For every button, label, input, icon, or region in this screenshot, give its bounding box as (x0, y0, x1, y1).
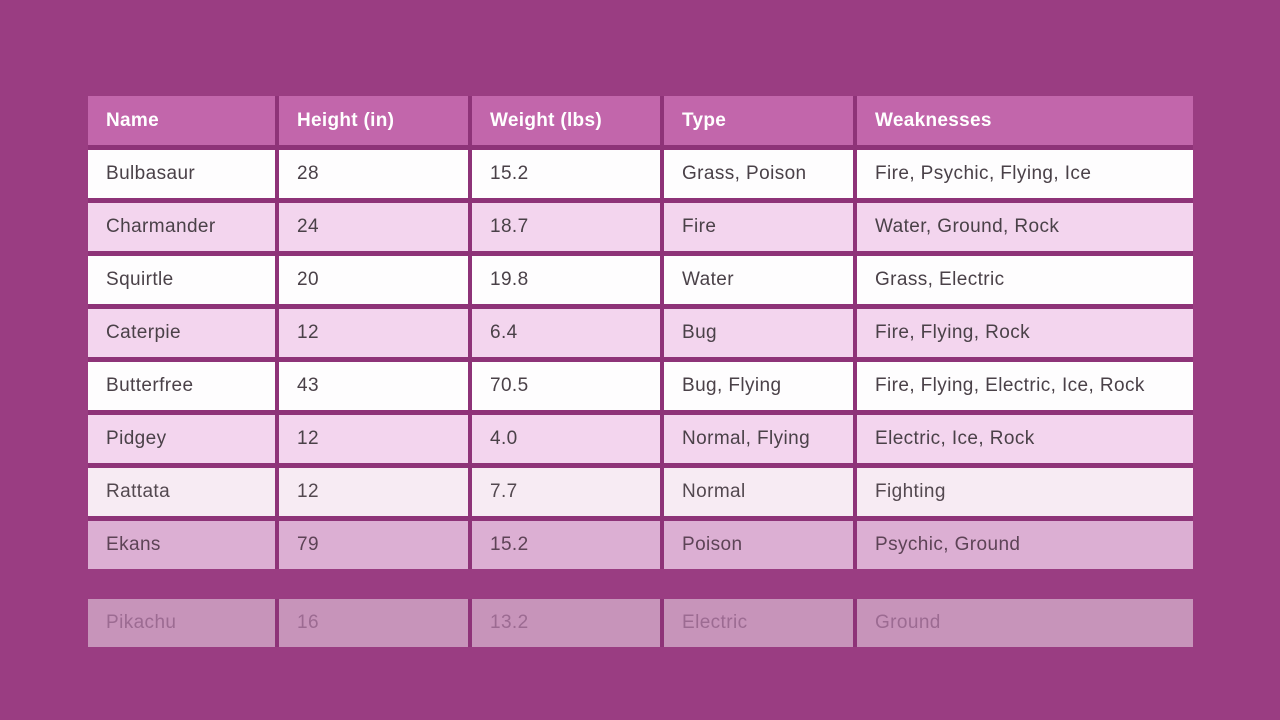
column-header-name: Name (88, 96, 275, 145)
table-row-bulbasaur: Bulbasaur 28 15.2 Grass, Poison Fire, Ps… (88, 150, 1193, 198)
cell-weaknesses: Electric, Ice, Rock (857, 415, 1193, 463)
cell-type: Normal (664, 468, 853, 516)
cell-weaknesses: Grass, Electric (857, 256, 1193, 304)
cell-name: Ekans (88, 521, 275, 569)
cell-weight: 19.8 (472, 256, 660, 304)
cell-weaknesses: Fire, Psychic, Flying, Ice (857, 150, 1193, 198)
table-row-butterfree: Butterfree 43 70.5 Bug, Flying Fire, Fly… (88, 362, 1193, 410)
cell-weight: 70.5 (472, 362, 660, 410)
cell-weaknesses: Psychic, Ground (857, 521, 1193, 569)
cell-type: Fire (664, 203, 853, 251)
cell-name: Butterfree (88, 362, 275, 410)
cell-weight: 15.2 (472, 150, 660, 198)
cell-weaknesses: Fighting (857, 468, 1193, 516)
column-header-type: Type (664, 96, 853, 145)
cell-name: Rattata (88, 468, 275, 516)
cell-height: 79 (279, 521, 468, 569)
cell-height: 28 (279, 150, 468, 198)
cell-name: Bulbasaur (88, 150, 275, 198)
cell-height: 43 (279, 362, 468, 410)
cell-name: Pikachu (88, 599, 275, 647)
cell-weight: 4.0 (472, 415, 660, 463)
pokemon-table: Name Height (in) Weight (lbs) Type Weakn… (88, 96, 1193, 569)
cell-type: Bug (664, 309, 853, 357)
cell-height: 12 (279, 415, 468, 463)
table-header-row: Name Height (in) Weight (lbs) Type Weakn… (88, 96, 1193, 145)
cell-type: Bug, Flying (664, 362, 853, 410)
cell-height: 16 (279, 599, 468, 647)
table-row-pidgey: Pidgey 12 4.0 Normal, Flying Electric, I… (88, 415, 1193, 463)
cell-weaknesses: Fire, Flying, Electric, Ice, Rock (857, 362, 1193, 410)
column-header-height: Height (in) (279, 96, 468, 145)
cell-height: 12 (279, 468, 468, 516)
cell-type: Electric (664, 599, 853, 647)
cell-name: Squirtle (88, 256, 275, 304)
cell-weight: 15.2 (472, 521, 660, 569)
cell-weaknesses: Water, Ground, Rock (857, 203, 1193, 251)
cell-type: Water (664, 256, 853, 304)
table-row-rattata: Rattata 12 7.7 Normal Fighting (88, 468, 1193, 516)
cell-weaknesses: Ground (857, 599, 1193, 647)
cell-type: Normal, Flying (664, 415, 853, 463)
cell-weaknesses: Fire, Flying, Rock (857, 309, 1193, 357)
table-row-squirtle: Squirtle 20 19.8 Water Grass, Electric (88, 256, 1193, 304)
cell-height: 20 (279, 256, 468, 304)
cell-weight: 18.7 (472, 203, 660, 251)
column-header-weaknesses: Weaknesses (857, 96, 1193, 145)
table-row-ekans: Ekans 79 15.2 Poison Psychic, Ground (88, 521, 1193, 569)
cell-height: 12 (279, 309, 468, 357)
table-row-pikachu: Pikachu 16 13.2 Electric Ground (88, 599, 1193, 647)
cell-type: Poison (664, 521, 853, 569)
pokemon-table-incoming-row: Pikachu 16 13.2 Electric Ground (88, 599, 1193, 647)
table-row-caterpie: Caterpie 12 6.4 Bug Fire, Flying, Rock (88, 309, 1193, 357)
cell-height: 24 (279, 203, 468, 251)
column-header-weight: Weight (lbs) (472, 96, 660, 145)
cell-weight: 13.2 (472, 599, 660, 647)
cell-type: Grass, Poison (664, 150, 853, 198)
cell-name: Pidgey (88, 415, 275, 463)
cell-name: Caterpie (88, 309, 275, 357)
table-row-charmander: Charmander 24 18.7 Fire Water, Ground, R… (88, 203, 1193, 251)
cell-weight: 7.7 (472, 468, 660, 516)
cell-weight: 6.4 (472, 309, 660, 357)
cell-name: Charmander (88, 203, 275, 251)
